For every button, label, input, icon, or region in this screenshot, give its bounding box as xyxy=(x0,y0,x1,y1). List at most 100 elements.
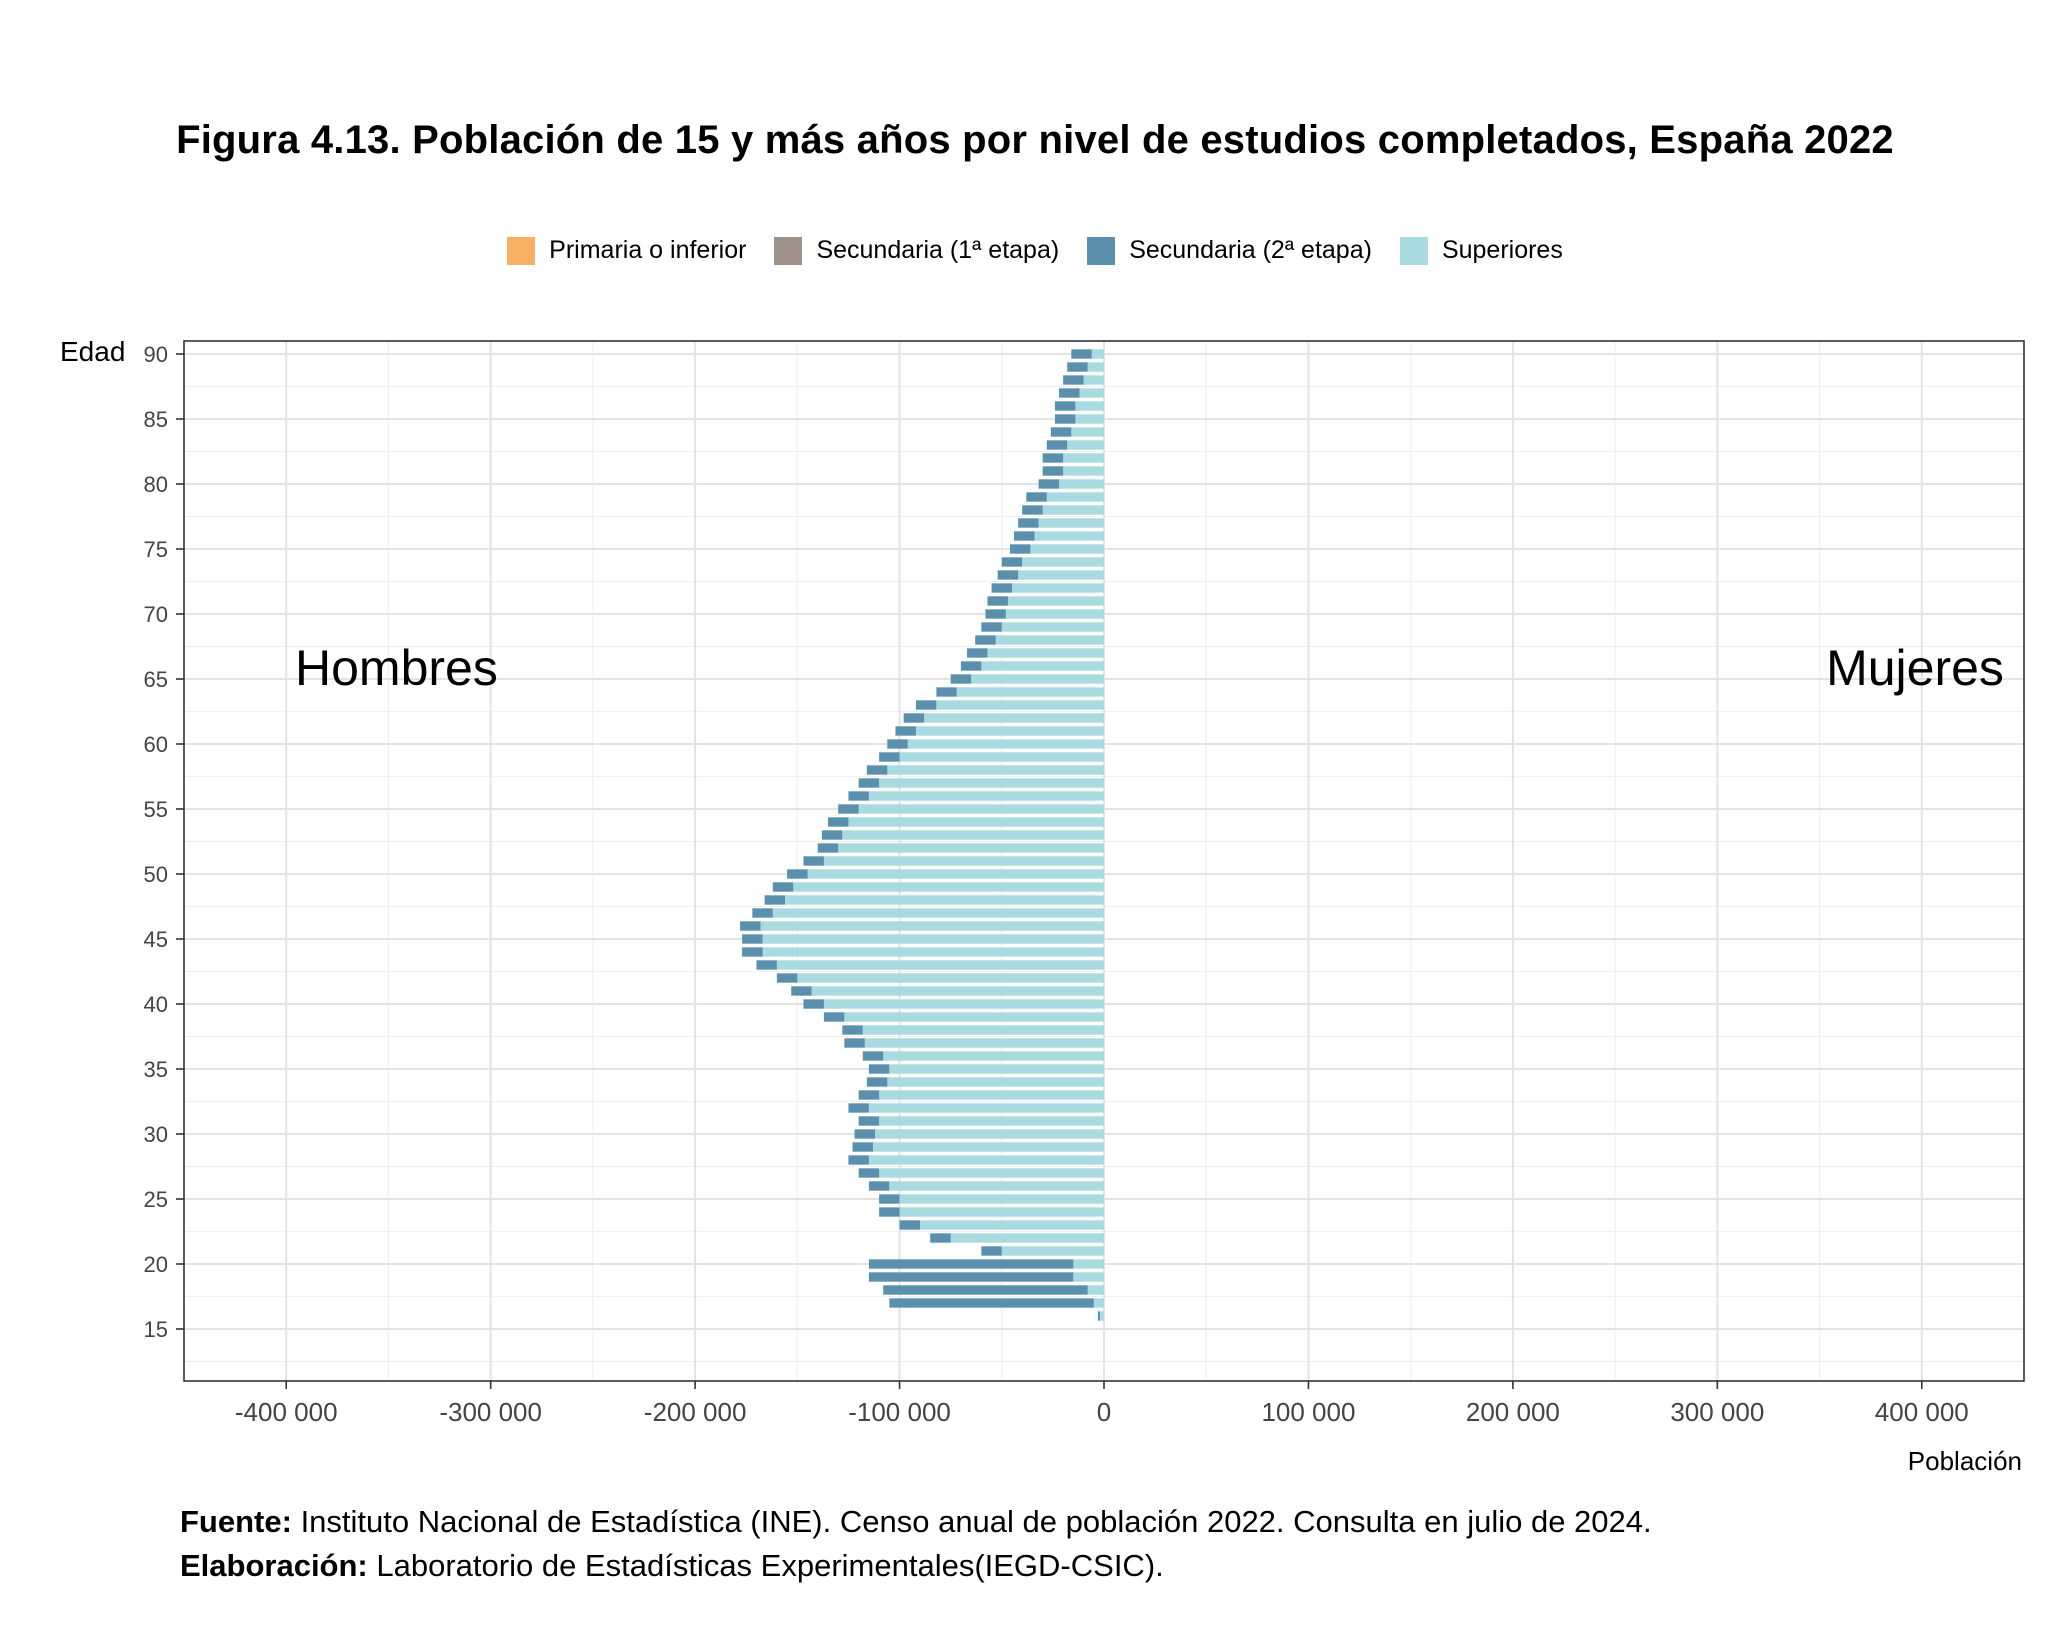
bar-hombres-32 xyxy=(868,1103,1104,1113)
bar-hombres-76 xyxy=(1034,531,1104,541)
bar-hombres-86 xyxy=(1075,401,1104,411)
bar-hombres-42 xyxy=(797,973,1104,983)
y-tick-label: 85 xyxy=(144,407,168,432)
bar-hombres-73 xyxy=(997,570,1019,580)
bar-hombres-22 xyxy=(930,1233,951,1243)
bar-hombres-61 xyxy=(915,726,1104,736)
y-tick-label: 15 xyxy=(144,1317,168,1342)
bar-hombres-63 xyxy=(915,700,937,710)
bar-hombres-30 xyxy=(875,1129,1104,1139)
legend-swatch-primaria xyxy=(507,236,536,265)
y-tick-label: 40 xyxy=(144,992,168,1017)
bar-hombres-28 xyxy=(868,1155,1104,1165)
bar-hombres-35 xyxy=(868,1064,890,1074)
footer-elaboration: Elaboración: Laboratorio de Estadísticas… xyxy=(180,1544,1652,1588)
legend-item-secundaria-2: Secundaria (2ª etapa) xyxy=(1087,236,1372,265)
bar-hombres-21 xyxy=(1001,1246,1104,1256)
footer-elab-label: Elaboración: xyxy=(180,1548,368,1583)
bar-hombres-88 xyxy=(1083,375,1104,385)
bar-hombres-58 xyxy=(887,765,1104,775)
bar-hombres-50 xyxy=(787,869,808,879)
bar-hombres-78 xyxy=(1042,505,1104,515)
bar-hombres-23 xyxy=(920,1220,1104,1230)
bar-hombres-68 xyxy=(995,635,1104,645)
bar-hombres-54 xyxy=(828,817,849,827)
bar-hombres-20 xyxy=(868,1259,1074,1269)
bar-hombres-86 xyxy=(1054,401,1076,411)
footer: Fuente: Instituto Nacional de Estadístic… xyxy=(180,1500,1652,1588)
y-tick-label: 65 xyxy=(144,667,168,692)
bar-hombres-39 xyxy=(823,1012,845,1022)
bar-hombres-19 xyxy=(868,1272,1074,1282)
bar-hombres-84 xyxy=(1050,427,1072,437)
bar-hombres-40 xyxy=(823,999,1104,1009)
x-tick-label: 0 xyxy=(1097,1397,1111,1427)
bar-hombres-26 xyxy=(868,1181,890,1191)
bar-hombres-34 xyxy=(866,1077,888,1087)
bar-hombres-90 xyxy=(1071,349,1092,359)
bar-hombres-62 xyxy=(924,713,1104,723)
bar-hombres-50 xyxy=(807,869,1104,879)
bar-hombres-71 xyxy=(987,596,1008,606)
bar-hombres-27 xyxy=(858,1168,880,1178)
bar-hombres-48 xyxy=(785,895,1104,905)
bar-hombres-78 xyxy=(1022,505,1043,515)
bar-hombres-77 xyxy=(1018,518,1039,528)
bar-hombres-44 xyxy=(742,947,763,957)
bar-hombres-62 xyxy=(903,713,925,723)
bar-hombres-82 xyxy=(1042,453,1064,463)
y-tick-label: 80 xyxy=(144,472,168,497)
y-tick-label: 45 xyxy=(144,927,168,952)
bar-hombres-70 xyxy=(985,609,1006,619)
x-tick-label: -300 000 xyxy=(439,1397,542,1427)
chart-title: Figura 4.13. Población de 15 y más años … xyxy=(176,118,1894,162)
bar-hombres-52 xyxy=(817,843,839,853)
y-tick-label: 50 xyxy=(144,862,168,887)
footer-source: Fuente: Instituto Nacional de Estadístic… xyxy=(180,1500,1652,1544)
bar-hombres-56 xyxy=(848,791,869,801)
bar-hombres-17 xyxy=(889,1298,1094,1308)
bar-hombres-65 xyxy=(971,674,1104,684)
bar-hombres-43 xyxy=(776,960,1104,970)
bar-hombres-79 xyxy=(1026,492,1047,502)
bar-hombres-89 xyxy=(1087,362,1104,372)
bar-hombres-52 xyxy=(838,843,1104,853)
axes: -400 000 -300 000 -200 000 -100 000 0 100 000… xyxy=(144,342,1969,1427)
bar-hombres-85 xyxy=(1054,414,1076,424)
x-tick-label: 200 000 xyxy=(1466,1397,1560,1427)
bar-hombres-76 xyxy=(1014,531,1035,541)
bar-hombres-81 xyxy=(1042,466,1064,476)
bar-hombres-46 xyxy=(760,921,1104,931)
bar-hombres-81 xyxy=(1063,466,1104,476)
bar-hombres-66 xyxy=(960,661,982,671)
bar-hombres-16 xyxy=(1099,1311,1104,1321)
bar-hombres-29 xyxy=(872,1142,1104,1152)
bar-hombres-87 xyxy=(1079,388,1104,398)
y-tick-label: 20 xyxy=(144,1252,168,1277)
bar-hombres-60 xyxy=(887,739,908,749)
bar-hombres-79 xyxy=(1046,492,1104,502)
bar-hombres-70 xyxy=(1005,609,1104,619)
legend-label-secundaria-1: Secundaria (1ª etapa) xyxy=(816,236,1060,264)
bar-hombres-63 xyxy=(936,700,1104,710)
legend-label-superiores: Superiores xyxy=(1441,236,1563,264)
y-tick-label: 75 xyxy=(144,537,168,562)
bar-hombres-22 xyxy=(950,1233,1104,1243)
bar-hombres-32 xyxy=(848,1103,869,1113)
bar-hombres-66 xyxy=(981,661,1104,671)
bar-hombres-23 xyxy=(899,1220,920,1230)
bar-hombres-53 xyxy=(842,830,1104,840)
bar-hombres-68 xyxy=(975,635,996,645)
legend-swatch-superiores xyxy=(1399,236,1428,265)
bar-hombres-43 xyxy=(756,960,777,970)
bar-hombres-83 xyxy=(1067,440,1104,450)
y-axis-title: Edad xyxy=(60,336,125,367)
bar-hombres-77 xyxy=(1038,518,1104,528)
footer-elab-text: Laboratorio de Estadísticas Experimental… xyxy=(376,1548,1164,1583)
y-tick-label: 25 xyxy=(144,1187,168,1212)
bar-hombres-21 xyxy=(981,1246,1002,1256)
bar-hombres-74 xyxy=(1001,557,1023,567)
bar-hombres-31 xyxy=(879,1116,1104,1126)
bar-hombres-31 xyxy=(858,1116,880,1126)
annotation-hombres: Hombres xyxy=(295,640,498,696)
